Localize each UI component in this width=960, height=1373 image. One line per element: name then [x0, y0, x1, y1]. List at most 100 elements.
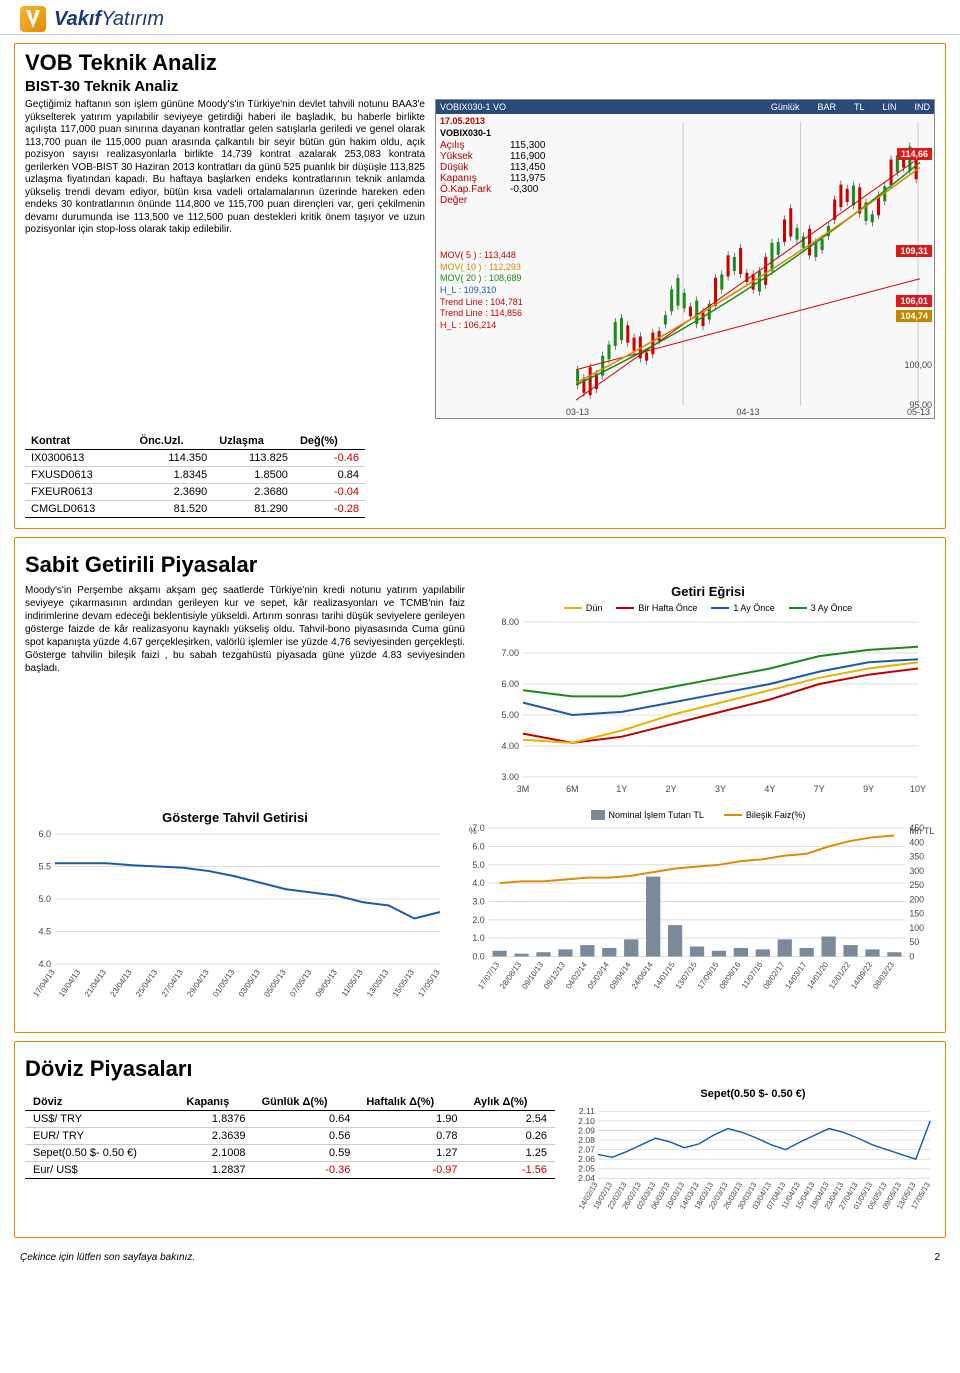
terminal-ticker: VOBIX030-1 VO [440, 102, 506, 112]
mov-line: H_L : 109,310 [440, 285, 523, 297]
legend-item: Bir Hafta Önce [616, 603, 697, 613]
table-cell: 2.3690 [134, 484, 214, 501]
mov-line: H_L : 106,214 [440, 320, 523, 332]
benchmark-box: Gösterge Tahvil Getirisi 4.04.55.05.56.0… [25, 810, 445, 1022]
sabit-title: Sabit Getirili Piyasalar [25, 552, 935, 578]
table-row: Sepet(0.50 $- 0.50 €)2.10080.591.271.25 [25, 1145, 555, 1162]
nominal-legend-line: Bileşik Faiz(%) [746, 810, 806, 820]
vob-subtitle: BIST-30 Teknik Analiz [25, 78, 935, 95]
doviz-frame: Döviz Piyasaları DövizKapanışGünlük Δ(%)… [14, 1041, 946, 1238]
legend-label: Dün [586, 603, 603, 613]
table-cell: -0.36 [254, 1162, 359, 1179]
vob-title: VOB Teknik Analiz [25, 50, 935, 76]
svg-text:25/04/13: 25/04/13 [134, 968, 160, 999]
table-cell: 113.825 [213, 450, 294, 467]
svg-text:1.0: 1.0 [472, 933, 484, 943]
mov-line: Trend Line : 104,781 [440, 297, 523, 309]
table-row: FXUSD06131.83451.85000.84 [25, 467, 365, 484]
table-cell: 2.54 [466, 1111, 555, 1128]
price-label: 114,66 [897, 148, 932, 160]
table-cell: 0.64 [254, 1111, 359, 1128]
svg-text:3M: 3M [517, 784, 530, 794]
table-cell: IX0300613 [25, 450, 134, 467]
ohlc-value: -0,300 [510, 184, 538, 195]
nominal-legend: Nominal İşlem Tutarı TL Bileşik Faiz(%) [461, 810, 935, 820]
svg-text:23/04/13: 23/04/13 [108, 968, 134, 999]
svg-text:6.00: 6.00 [501, 679, 519, 689]
svg-text:4.0: 4.0 [472, 878, 484, 888]
svg-text:8.00: 8.00 [501, 617, 519, 627]
svg-text:50: 50 [909, 937, 919, 947]
svg-text:4.5: 4.5 [38, 927, 51, 937]
x-axis-label: 04-13 [736, 407, 759, 417]
legend-item: Dün [564, 603, 603, 613]
legend-label: 1 Ay Önce [733, 603, 774, 613]
svg-text:350: 350 [909, 852, 924, 862]
terminal-tab: IND [915, 102, 931, 112]
x-axis-label: 05-13 [907, 407, 930, 417]
kontrat-header: Kontrat [25, 433, 134, 450]
svg-text:400: 400 [909, 837, 924, 847]
sepet-title: Sepet(0.50 $- 0.50 €) [571, 1088, 935, 1100]
table-cell: -0.04 [294, 484, 365, 501]
svg-text:10Y: 10Y [910, 784, 926, 794]
table-cell: Sepet(0.50 $- 0.50 €) [25, 1145, 178, 1162]
svg-text:150: 150 [909, 909, 924, 919]
svg-text:6.0: 6.0 [38, 829, 51, 839]
svg-text:09/05/13: 09/05/13 [314, 968, 340, 999]
svg-text:5.5: 5.5 [38, 862, 51, 872]
svg-text:5.00: 5.00 [501, 710, 519, 720]
table-cell: 1.27 [358, 1145, 465, 1162]
doviz-header: Aylık Δ(%) [466, 1094, 555, 1111]
svg-text:7Y: 7Y [814, 784, 825, 794]
table-row: FXEUR06132.36902.3680-0.04 [25, 484, 365, 501]
sepet-chart: 2.042.052.062.072.082.092.102.1114/02/13… [571, 1104, 935, 1224]
svg-text:250: 250 [909, 880, 924, 890]
yield-legend: DünBir Hafta Önce1 Ay Önce3 Ay Önce [481, 603, 935, 613]
nominal-legend-bar: Nominal İşlem Tutarı TL [609, 810, 704, 820]
svg-text:6M: 6M [566, 784, 579, 794]
svg-text:5.0: 5.0 [472, 860, 484, 870]
svg-text:3.0: 3.0 [472, 896, 484, 906]
table-cell: 1.8345 [134, 467, 214, 484]
yield-curve-chart: 3.004.005.006.007.008.003M6M1Y2Y3Y4Y7Y9Y… [481, 617, 935, 797]
terminal-tab: BAR [817, 102, 836, 112]
yield-title: Getiri Eğrisi [481, 584, 935, 599]
svg-text:11/05/13: 11/05/13 [340, 968, 365, 999]
ohlc-value: 113,450 [510, 162, 545, 173]
svg-text:13/05/13: 13/05/13 [365, 968, 391, 999]
svg-text:19/04/13: 19/04/13 [57, 968, 83, 999]
kontrat-table: KontratÖnc.Uzl.UzlaşmaDeğ(%) IX030061311… [25, 433, 365, 518]
svg-text:2.10: 2.10 [578, 1116, 595, 1126]
kontrat-header: Uzlaşma [213, 433, 294, 450]
ohlc-label: Değer [440, 195, 510, 206]
table-cell: 1.25 [466, 1145, 555, 1162]
svg-text:450: 450 [909, 823, 924, 833]
table-cell: 81.290 [213, 501, 294, 518]
table-cell: US$/ TRY [25, 1111, 178, 1128]
footer-text: Çekince için lütfen son sayfaya bakınız. [20, 1252, 195, 1263]
table-cell: 81.520 [134, 501, 214, 518]
doviz-header: Döviz [25, 1094, 178, 1111]
svg-text:6.0: 6.0 [472, 841, 484, 851]
terminal-screenshot: VOBIX030-1 VO GünlükBARTLLININD 17.05.20… [435, 99, 935, 419]
doviz-title: Döviz Piyasaları [25, 1056, 935, 1082]
mov-line: Trend Line : 114,856 [440, 308, 523, 320]
svg-text:9Y: 9Y [863, 784, 874, 794]
table-row: EUR/ TRY2.36390.560.780.26 [25, 1128, 555, 1145]
svg-text:08/06/16: 08/06/16 [718, 960, 743, 991]
sabit-body: Moody's'in Perşembe akşamı akşam geç saa… [25, 584, 465, 800]
svg-text:4Y: 4Y [764, 784, 775, 794]
terminal-tab: Günlük [771, 102, 800, 112]
table-cell: FXEUR0613 [25, 484, 134, 501]
vob-frame: VOB Teknik Analiz BIST-30 Teknik Analiz … [14, 43, 946, 529]
svg-text:21/04/13: 21/04/13 [83, 968, 109, 999]
table-cell: FXUSD0613 [25, 467, 134, 484]
table-cell: 1.90 [358, 1111, 465, 1128]
legend-swatch-icon [564, 607, 582, 610]
svg-text:3Y: 3Y [715, 784, 726, 794]
table-cell: -0.28 [294, 501, 365, 518]
svg-text:4.0: 4.0 [38, 959, 51, 969]
brand-name-1: Vakıf [54, 8, 101, 31]
table-cell: EUR/ TRY [25, 1128, 178, 1145]
